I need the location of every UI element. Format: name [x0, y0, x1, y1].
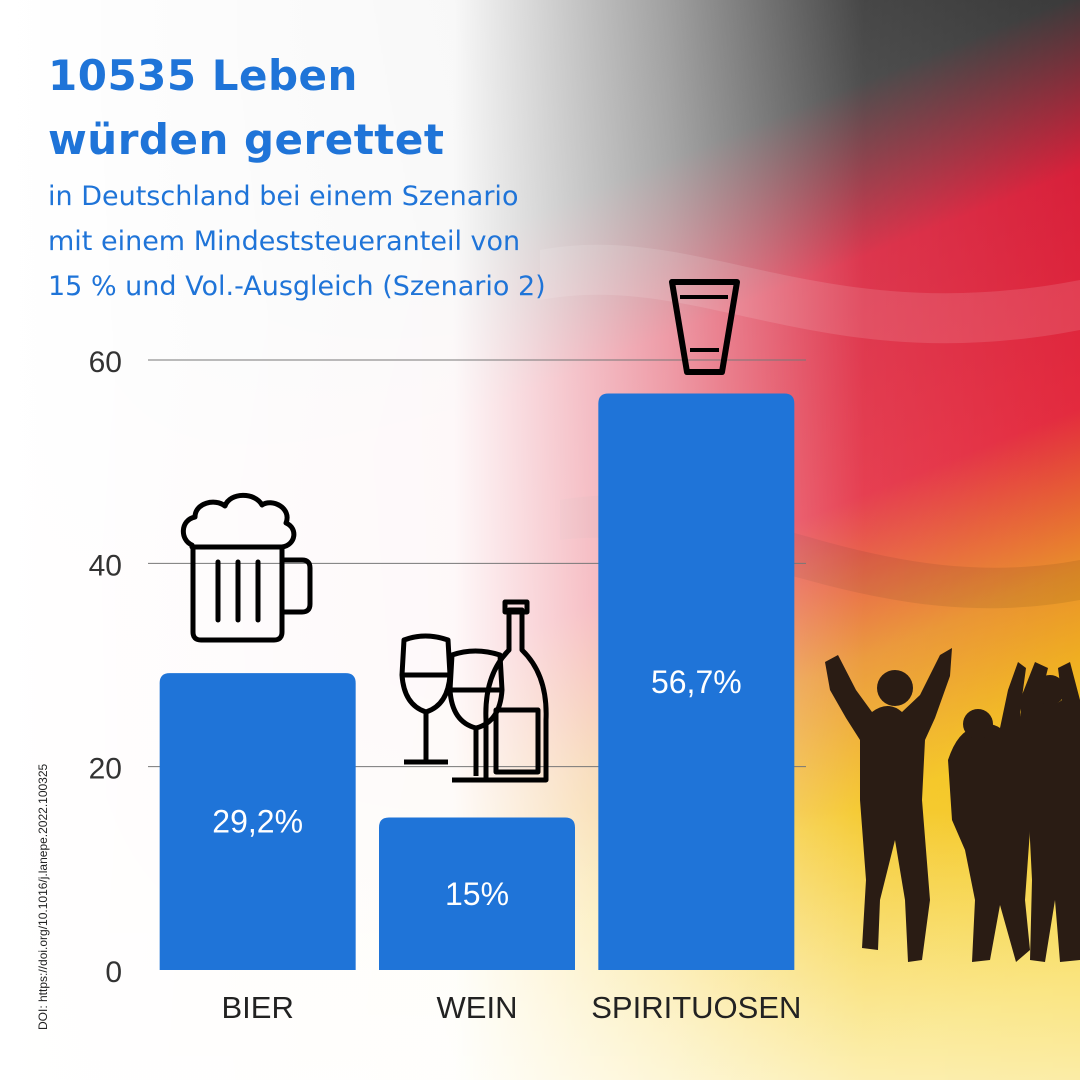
bar	[379, 817, 575, 970]
y-tick-label: 20	[89, 753, 122, 786]
headline-line-1: 10535 Leben	[48, 51, 358, 100]
subheadline-line-3: 15 % und Vol.-Ausgleich (Szenario 2)	[48, 271, 546, 302]
bars	[159, 393, 795, 970]
y-tick-label: 40	[89, 549, 122, 582]
cheering-people-silhouette	[825, 648, 1080, 962]
wine-glasses-bottle-icon	[399, 599, 549, 783]
shot-glass-icon	[669, 279, 740, 375]
x-tick-label: SPIRITUOSEN	[591, 990, 801, 1025]
bar-value-label: 29,2%	[212, 804, 303, 840]
x-axis-labels: BIER WEIN SPIRITUOSEN	[221, 990, 801, 1025]
bar-value-label: 56,7%	[651, 664, 742, 700]
headline-line-2: würden gerettet	[48, 115, 445, 164]
bar-value-labels: 29,2% 15% 56,7%	[212, 664, 741, 912]
beer-mug-icon	[180, 492, 313, 643]
y-axis-ticks: 0 20 40 60	[89, 346, 122, 989]
x-tick-label: WEIN	[437, 990, 518, 1025]
y-tick-label: 0	[105, 956, 122, 989]
y-tick-label: 60	[89, 346, 122, 379]
bar	[159, 673, 356, 970]
bar	[598, 393, 795, 970]
subheadline-line-2: mit einem Mindeststeueranteil von	[48, 226, 521, 257]
doi-reference: DOI: https://doi.org/10.1016/j.lanepe.20…	[36, 763, 50, 1030]
bar-value-label: 15%	[445, 876, 509, 912]
x-tick-label: BIER	[221, 990, 293, 1025]
subheadline-line-1: in Deutschland bei einem Szenario	[48, 181, 519, 212]
